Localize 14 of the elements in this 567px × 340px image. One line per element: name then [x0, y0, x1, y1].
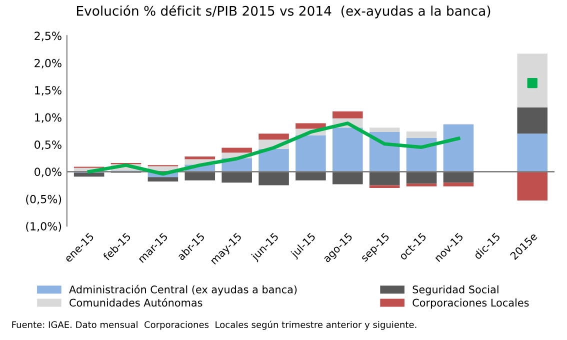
source-note: Fuente: IGAE. Dato mensual Corporaciones Locales según trimestre anterior y siguiente. [12, 320, 416, 330]
legend-label: Seguridad Social [412, 285, 498, 296]
legend-label: Comunidades Autónomas [70, 298, 202, 307]
y-tick-label: (0,5%) [26, 194, 62, 205]
chart-title: Evolución % déficit s/PIB 2015 vs 2014 (ex-ayudas a la banca) [77, 5, 490, 18]
legend-label: Corporaciones Locales [412, 298, 529, 309]
legend-label: Administración Central (ex ayudas a banca) [69, 284, 297, 296]
y-tick-label: 0,5% [34, 140, 62, 150]
y-tick-label: 2,5% [34, 32, 62, 42]
y-tick-label: 1,5% [35, 86, 62, 96]
y-tick-label: 1,0% [35, 113, 62, 123]
y-tick-label: 2,0% [34, 58, 62, 68]
y-tick-label: 0,0% [34, 168, 62, 178]
y-tick-label: (1,0%) [26, 222, 62, 232]
